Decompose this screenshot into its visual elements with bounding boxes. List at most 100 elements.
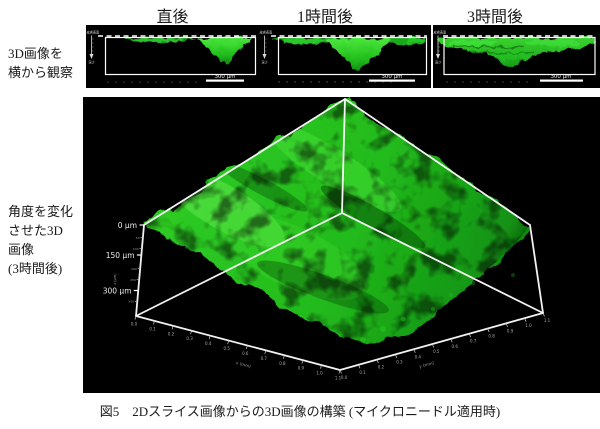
column-title-immediately-after: 直後 (156, 9, 189, 26)
svg-text:0.3: 0.3 (186, 336, 193, 341)
angled-view-row-label-line3: 画像 (8, 242, 35, 257)
edge-bottom-back-right (341, 212, 544, 314)
svg-text:1.1: 1.1 (544, 318, 551, 323)
image-frame (104, 36, 257, 76)
skin-surface-label: 皮膚表面 (260, 30, 273, 35)
fluorescence-scattered-spots (360, 273, 515, 343)
svg-text:350: 350 (128, 300, 134, 304)
scale-bar-line (369, 79, 415, 82)
svg-text:250: 250 (130, 278, 136, 282)
z-axis-minor-labels: 50 100 200 250 350 (128, 236, 139, 304)
fluorescence-side-view-immediate (120, 38, 252, 65)
depth-mini-axis: 皮膚表面 深さ (87, 30, 100, 65)
side-view-panel-immediate: 皮膚表面 深さ 300 μm (86, 25, 259, 88)
z-axis-title: z (μm) (113, 273, 117, 285)
bottom-tick-row (107, 81, 197, 83)
depth-arrow-head (89, 54, 94, 59)
depth-label: 深さ (262, 60, 268, 65)
image-frame (277, 36, 428, 76)
side-view-row-label: 3D画像を 横から観察 (8, 44, 84, 82)
svg-text:1.0: 1.0 (316, 371, 323, 376)
y-axis-tick-labels: 0.0 0.1 0.2 0.3 0.4 0.5 0.6 0.7 0.8 0.9 … (341, 318, 551, 380)
side-view-panel-1h: 皮膚表面 深さ 300 μm (259, 25, 431, 88)
edge-right-vertical (529, 224, 544, 314)
edge-back-vertical (341, 98, 346, 214)
z-axis-minor-ticks (134, 237, 143, 302)
edge-bottom-front-right-y-axis (339, 312, 544, 371)
angled-view-row-label-line4: (3時間後) (8, 261, 63, 276)
svg-text:0.5: 0.5 (224, 346, 231, 351)
scale-bar-label: 300 μm (381, 74, 402, 80)
svg-text:100: 100 (133, 247, 139, 251)
side-view-panel-3h: 皮膚表面 深さ 300 μm (433, 25, 600, 88)
angled-3d-panel: 0 μm 150 μm 300 μm 50 100 200 250 350 z … (83, 97, 600, 393)
svg-text:0.2: 0.2 (378, 365, 385, 370)
svg-text:0.8: 0.8 (488, 334, 495, 339)
svg-text:0.7: 0.7 (261, 356, 268, 361)
scale-bar-line (206, 79, 244, 82)
svg-text:0.1: 0.1 (359, 370, 366, 375)
image-frame (443, 36, 596, 76)
svg-text:1.1: 1.1 (335, 376, 342, 381)
edge-top-left (143, 98, 346, 226)
z-axis-label-300um: 300 μm (103, 287, 132, 296)
depth-arrow-head (436, 54, 440, 59)
svg-text:1.0: 1.0 (525, 323, 532, 328)
x-axis-ticks (134, 315, 341, 374)
svg-text:0.9: 0.9 (507, 328, 514, 333)
z-axis: 0 μm 150 μm 300 μm 50 100 200 250 350 z … (103, 221, 144, 304)
y-axis-ticks (339, 312, 545, 374)
depth-axis-ticks (91, 38, 94, 52)
depth-label: 深さ (435, 60, 441, 65)
svg-text:200: 200 (131, 267, 137, 271)
scale-bar-label: 300 μm (550, 74, 571, 80)
scale-bar: 300 μm (540, 74, 583, 82)
y-axis: 0.0 0.1 0.2 0.3 0.4 0.5 0.6 0.7 0.8 0.9 … (339, 312, 551, 380)
depth-label: 深さ (89, 60, 95, 65)
scale-bar-line (540, 79, 583, 82)
svg-text:0.6: 0.6 (242, 351, 249, 356)
fluorescence-3d-surface (144, 99, 530, 343)
side-view-row-label-line1: 3D画像を (8, 46, 63, 61)
svg-text:0.0: 0.0 (131, 322, 138, 327)
depth-mini-axis: 皮膚表面 深さ (434, 30, 447, 65)
angled-view-row-label: 角度を変化 させた3D 画像 (3時間後) (8, 202, 84, 278)
scale-bar-label: 300 μm (214, 74, 235, 80)
scale-bar: 300 μm (369, 74, 415, 82)
fluorescence-side-view-1h (272, 38, 426, 72)
z-axis-label-150um: 150 μm (106, 251, 135, 260)
edge-top-right (344, 98, 531, 226)
depth-axis-ticks (264, 38, 267, 52)
figure-caption: 図5 2Dスライス画像からの3D画像の構築 (マイクロニードル適用時) (99, 404, 501, 419)
z-axis-label-0um: 0 μm (118, 221, 137, 230)
bottom-tick-row (446, 81, 528, 83)
skin-surface-label: 皮膚表面 (434, 30, 447, 35)
z-axis-major-ticks (133, 224, 144, 292)
skin-surface-label: 皮膚表面 (87, 30, 100, 35)
depth-axis-ticks (438, 38, 440, 52)
svg-text:0.8: 0.8 (279, 361, 286, 366)
bottom-tick-row (278, 81, 392, 83)
edge-left-vertical-z-axis (135, 224, 145, 317)
svg-text:0.1: 0.1 (149, 326, 156, 331)
svg-text:0.6: 0.6 (452, 344, 459, 349)
svg-text:0.5: 0.5 (433, 349, 440, 354)
svg-text:0.4: 0.4 (205, 341, 212, 346)
edge-bottom-front-left-x-axis (135, 315, 341, 371)
svg-text:0.4: 0.4 (415, 354, 422, 359)
x-axis: 0.0 0.1 0.2 0.3 0.4 0.5 0.6 0.7 0.8 0.9 … (131, 315, 342, 381)
depth-arrow-head (262, 54, 267, 59)
svg-text:0.0: 0.0 (341, 375, 348, 380)
column-title-3-hours-after: 3時間後 (466, 9, 523, 26)
angled-view-row-label-line2: させた3D (8, 223, 63, 238)
side-view-row-label-line2: 横から観察 (8, 65, 74, 80)
depth-mini-axis: 皮膚表面 深さ (260, 30, 273, 65)
column-title-1-hour-after: 1時間後 (296, 9, 353, 26)
fluorescence-side-view-3h (439, 38, 594, 69)
y-axis-title: y (mm) (419, 360, 435, 369)
angled-view-row-label-line1: 角度を変化 (8, 204, 74, 219)
svg-text:0.9: 0.9 (298, 366, 305, 371)
svg-text:50: 50 (136, 236, 140, 240)
svg-text:0.3: 0.3 (396, 360, 403, 365)
